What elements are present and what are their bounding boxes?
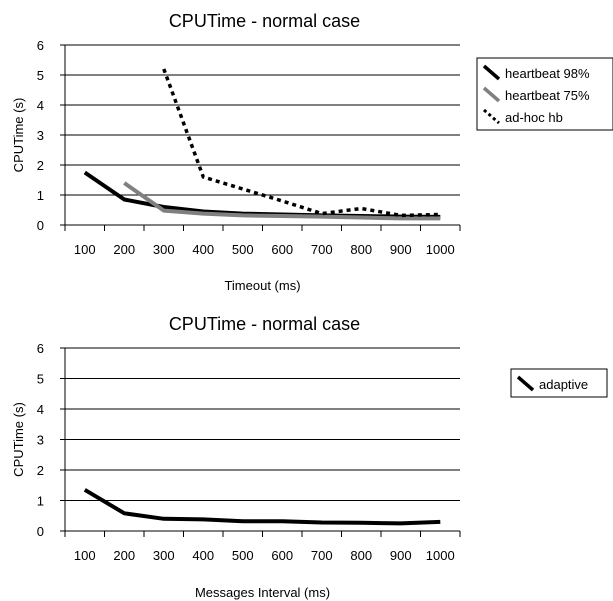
- y-tick-label: 3: [37, 128, 44, 143]
- y-tick-label: 0: [37, 218, 44, 233]
- x-tick-label: 900: [390, 242, 412, 257]
- y-tick-label: 2: [37, 158, 44, 173]
- x-tick-label: 600: [271, 242, 293, 257]
- y-axis-label: CPUTime (s): [11, 402, 26, 477]
- y-tick-label: 6: [37, 38, 44, 53]
- legend: heartbeat 98% heartbeat 75% ad-hoc hb: [476, 57, 613, 131]
- legend-swatch: [516, 375, 535, 392]
- x-tick-label: 200: [113, 548, 135, 563]
- x-tick-label: 300: [153, 242, 175, 257]
- x-tick-label: 100: [74, 548, 96, 563]
- legend-swatch: [482, 64, 501, 81]
- legend-label: heartbeat 98%: [505, 66, 590, 81]
- series-line-3: [162, 68, 441, 218]
- legend: adaptive: [510, 368, 608, 398]
- x-tick-label: 1000: [426, 242, 455, 257]
- x-axis-label: Messages Interval (ms): [195, 585, 330, 600]
- chart-2: CPUTime - normal case 0 1 2 3 4 5 6 100 200 300 400…: [11, 314, 608, 600]
- x-tick-label: 900: [390, 548, 412, 563]
- y-tick-label: 4: [37, 98, 44, 113]
- x-tick-label: 600: [271, 548, 293, 563]
- legend-label: ad-hoc hb: [505, 110, 563, 125]
- x-tick-label: 700: [311, 242, 333, 257]
- y-tick-label: 2: [37, 463, 44, 478]
- x-tick-label: 300: [153, 548, 175, 563]
- y-tick-label: 3: [37, 433, 44, 448]
- series-line-1: [83, 488, 441, 526]
- y-tick-label: 6: [37, 341, 44, 356]
- legend-label: heartbeat 75%: [505, 88, 590, 103]
- y-tick-label: 1: [37, 494, 44, 509]
- y-tick-label: 1: [37, 188, 44, 203]
- x-tick-label: 400: [192, 242, 214, 257]
- y-tick-label: 5: [37, 372, 44, 387]
- x-tick-label: 100: [74, 242, 96, 257]
- y-tick-label: 4: [37, 402, 44, 417]
- x-tick-label: 700: [311, 548, 333, 563]
- x-tick-label: 1000: [426, 548, 455, 563]
- legend-swatch: [482, 86, 501, 103]
- x-axis-label: Timeout (ms): [224, 278, 300, 293]
- x-tick-label: 200: [113, 242, 135, 257]
- series-line-2: [123, 181, 441, 221]
- y-tick-label: 0: [37, 524, 44, 539]
- chart-title: CPUTime - normal case: [169, 11, 360, 31]
- legend-box: [476, 57, 613, 131]
- chart-title: CPUTime - normal case: [169, 314, 360, 334]
- x-tick-label: 800: [350, 242, 372, 257]
- x-tick-label: 800: [350, 548, 372, 563]
- x-tick-label: 400: [192, 548, 214, 563]
- legend-label: adaptive: [539, 377, 588, 392]
- y-tick-label: 5: [37, 68, 44, 83]
- x-tick-label: 500: [232, 242, 254, 257]
- chart-1: CPUTime - normal case 0 1 2 3 4 5 6 100 200 300 400…: [11, 11, 613, 293]
- y-axis-label: CPUTime (s): [11, 98, 26, 173]
- x-tick-label: 500: [232, 548, 254, 563]
